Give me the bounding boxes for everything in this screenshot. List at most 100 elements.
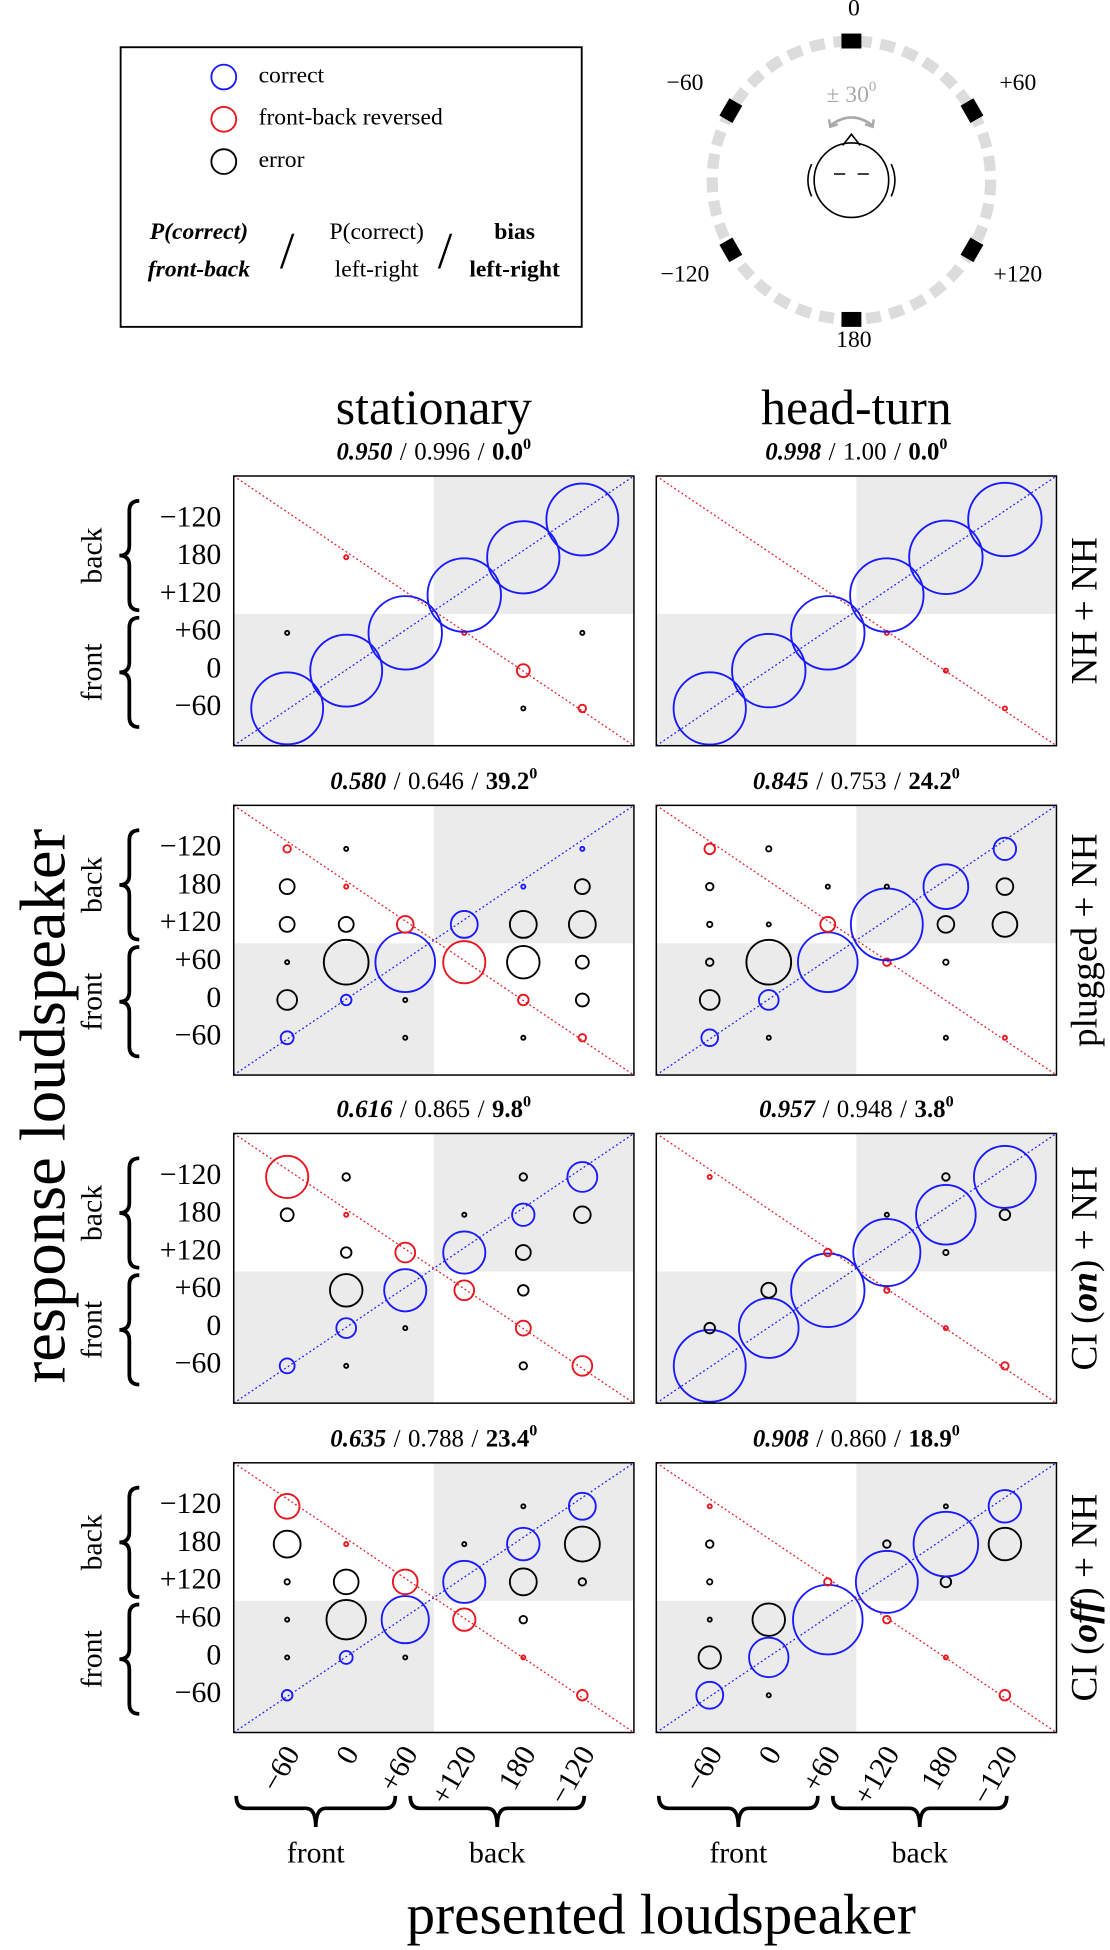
response-bubble bbox=[520, 1034, 527, 1041]
x-tick-label: +60 bbox=[795, 1740, 847, 1797]
response-bubble bbox=[453, 1279, 476, 1302]
response-bubble bbox=[383, 1268, 428, 1313]
response-bubble bbox=[343, 883, 350, 890]
degree-mark: 0 bbox=[869, 80, 876, 96]
response-bubble bbox=[449, 910, 479, 939]
response-bubble bbox=[987, 1526, 1023, 1562]
p-left-right: 0.865 bbox=[414, 1096, 470, 1123]
p-left-right: 0.860 bbox=[831, 1425, 887, 1452]
plot-frame bbox=[232, 475, 635, 747]
p-left-right: 0.948 bbox=[837, 1096, 893, 1123]
x-tick-label: +120 bbox=[424, 1740, 483, 1810]
response-bubble bbox=[992, 836, 1018, 861]
y-group-label: front bbox=[75, 1629, 108, 1688]
response-bubble bbox=[276, 989, 298, 1011]
response-bubble bbox=[341, 1172, 351, 1182]
x-group-label: front bbox=[709, 1836, 768, 1869]
y-axis-label: response loudspeaker bbox=[7, 829, 79, 1383]
response-bubble bbox=[942, 667, 949, 674]
bias: 18.9 bbox=[908, 1425, 951, 1452]
group-brace bbox=[119, 615, 140, 729]
p-left-right: 0.753 bbox=[831, 768, 887, 795]
response-bubble bbox=[672, 671, 747, 746]
plot-frame bbox=[655, 1132, 1058, 1404]
response-bubble bbox=[760, 1281, 778, 1299]
response-bubble bbox=[573, 878, 591, 896]
response-bubble bbox=[790, 1252, 866, 1328]
response-bubble bbox=[697, 1645, 722, 1670]
x-tick-label: +60 bbox=[373, 1740, 425, 1797]
response-bubble bbox=[706, 1173, 713, 1180]
response-bubble bbox=[395, 915, 415, 934]
response-bubble bbox=[402, 1654, 409, 1661]
separator: / bbox=[894, 768, 901, 795]
degree-mark: 0 bbox=[529, 1422, 537, 1439]
y-group-label: back bbox=[75, 857, 108, 913]
response-bubble bbox=[998, 1208, 1012, 1221]
separator: / bbox=[478, 438, 485, 465]
degree-mark: 0 bbox=[529, 765, 537, 782]
response-bubble bbox=[941, 1172, 951, 1182]
response-bubble bbox=[402, 997, 409, 1003]
bias: 24.2 bbox=[908, 768, 951, 795]
separator: / bbox=[829, 438, 836, 465]
response-bubble bbox=[942, 1325, 949, 1332]
legend-marker bbox=[210, 148, 238, 175]
panel-title: 0.635 / 0.788 / 23.40 bbox=[330, 1422, 537, 1452]
response-bubble bbox=[757, 989, 780, 1011]
speaker bbox=[841, 33, 862, 49]
response-bubble bbox=[279, 1207, 295, 1223]
bias: 39.2 bbox=[486, 768, 529, 795]
response-bubble bbox=[280, 1689, 294, 1702]
response-bubble bbox=[577, 1033, 588, 1043]
row-label-part: CI ( bbox=[1064, 1642, 1105, 1701]
response-bubble bbox=[284, 629, 291, 636]
separator: / bbox=[471, 768, 478, 795]
response-bubble bbox=[343, 554, 350, 561]
response-bubble bbox=[698, 989, 721, 1011]
response-bubble bbox=[567, 910, 597, 939]
response-bubble bbox=[703, 1321, 716, 1335]
legend-marker bbox=[210, 105, 238, 133]
response-bubble bbox=[506, 1526, 541, 1562]
response-bubble bbox=[765, 845, 773, 853]
row-label-part: plugged + NH bbox=[1064, 833, 1105, 1047]
p-front-back: 0.845 bbox=[753, 768, 809, 795]
response-bubble bbox=[402, 1325, 409, 1332]
panel-title: 0.957/0.948/3.80 bbox=[759, 1093, 954, 1123]
y-group-label: back bbox=[75, 1185, 108, 1241]
speaker-label: 0 bbox=[848, 0, 860, 21]
y-tick-label: −60 bbox=[175, 1019, 222, 1052]
y-tick-label: 180 bbox=[177, 1196, 222, 1229]
response-bubble bbox=[703, 842, 716, 856]
response-bubble bbox=[790, 595, 866, 671]
speaker-label: +60 bbox=[999, 70, 1036, 96]
row-label-part: CI ( bbox=[1064, 1311, 1105, 1370]
response-bubble bbox=[391, 1568, 419, 1596]
y-tick-label: −120 bbox=[160, 1158, 222, 1191]
response-bubble bbox=[514, 1244, 532, 1261]
response-bubble bbox=[518, 1361, 528, 1371]
response-bubble bbox=[824, 883, 831, 890]
column-title: head-turn bbox=[761, 380, 952, 435]
column-title: stationary bbox=[336, 380, 532, 435]
row-label-part: NH + NH bbox=[1064, 537, 1105, 684]
y-tick-label: 180 bbox=[177, 538, 222, 571]
degree-mark: 0 bbox=[523, 436, 531, 453]
response-bubble bbox=[765, 921, 772, 928]
response-bubble bbox=[942, 958, 950, 966]
response-bubble bbox=[967, 481, 1043, 558]
response-bubble bbox=[442, 940, 487, 985]
separator: / bbox=[394, 1425, 401, 1452]
response-bubble bbox=[991, 911, 1019, 938]
formula-text: front-back bbox=[148, 256, 250, 282]
response-bubble bbox=[545, 482, 620, 557]
y-tick-label: +60 bbox=[175, 1600, 222, 1633]
bias: 0.0 bbox=[908, 438, 939, 465]
separator: / bbox=[816, 768, 823, 795]
response-bubble bbox=[518, 1614, 528, 1625]
legend-box bbox=[119, 46, 583, 328]
p-front-back: 0.950 bbox=[337, 438, 393, 465]
response-bubble bbox=[706, 920, 714, 928]
